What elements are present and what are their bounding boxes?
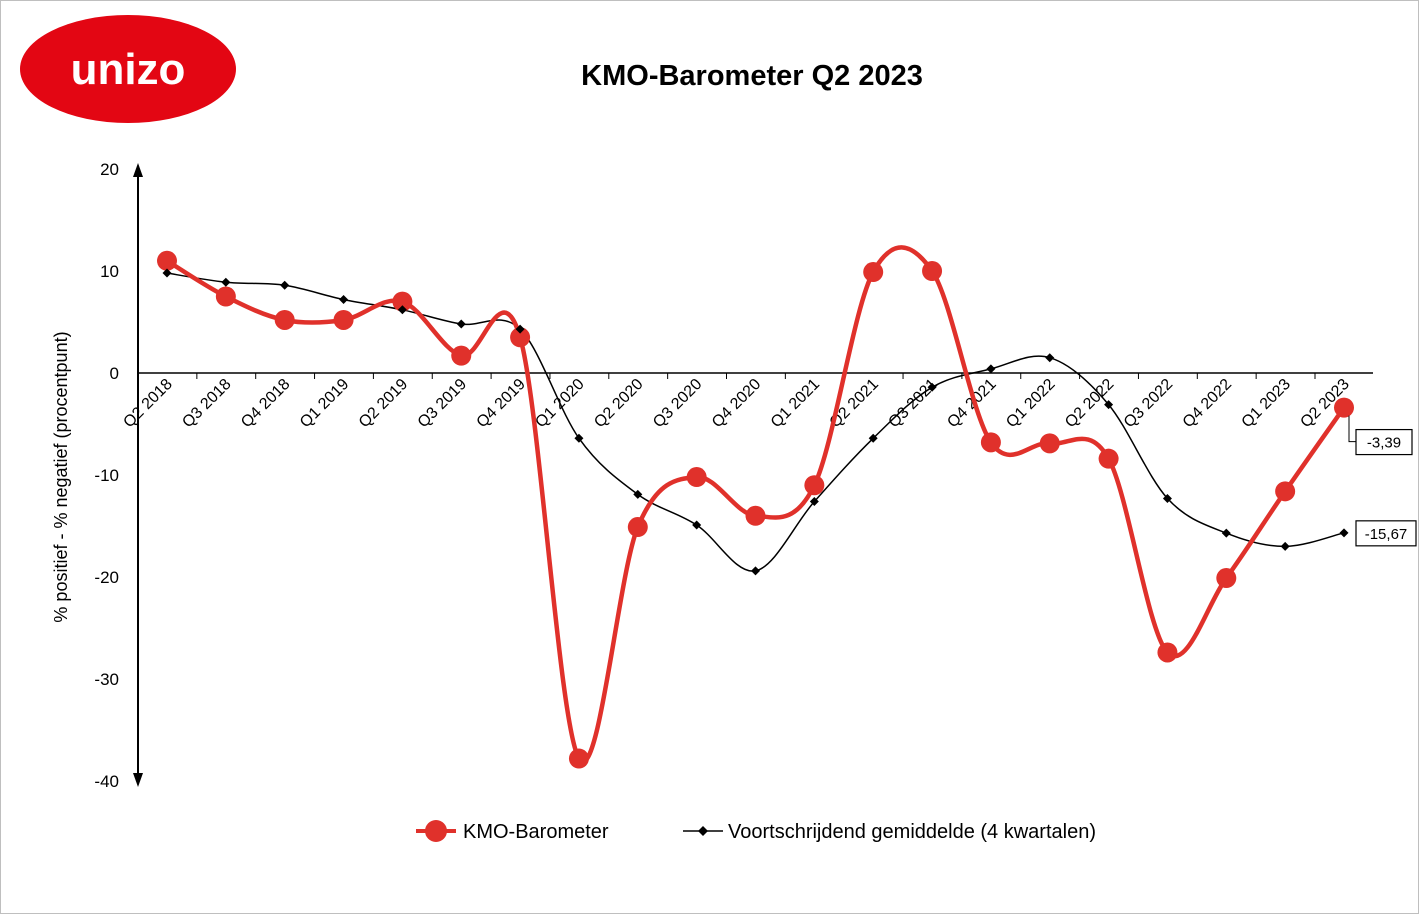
x-tick-label: Q2 2019 bbox=[356, 376, 411, 431]
point-moving-average bbox=[1221, 528, 1231, 538]
logo-ellipse bbox=[20, 15, 236, 123]
point-kmo-barometer bbox=[1275, 481, 1296, 502]
legend-marker-moving-average bbox=[698, 826, 708, 836]
point-moving-average bbox=[574, 433, 584, 443]
point-kmo-barometer bbox=[1334, 397, 1354, 418]
point-kmo-barometer bbox=[745, 505, 766, 526]
point-moving-average bbox=[515, 324, 525, 334]
point-kmo-barometer bbox=[804, 475, 825, 496]
x-tick-label: Q4 2018 bbox=[238, 376, 293, 431]
point-kmo-barometer bbox=[686, 467, 707, 488]
point-moving-average bbox=[162, 268, 172, 278]
point-kmo-barometer bbox=[568, 748, 589, 769]
point-moving-average bbox=[986, 364, 996, 374]
logo-text: unizo bbox=[71, 45, 186, 94]
x-tick-label: Q4 2019 bbox=[473, 376, 528, 431]
point-moving-average bbox=[339, 295, 349, 305]
point-moving-average bbox=[809, 497, 819, 507]
legend-item-kmo-barometer: KMO-Barometer bbox=[416, 820, 609, 843]
point-kmo-barometer bbox=[1039, 433, 1060, 454]
y-tick-labels: 20 10 0 -10 -20 -30 -40 bbox=[94, 160, 119, 791]
point-kmo-barometer bbox=[333, 309, 354, 330]
y-axis-label: % positief - % negatief (procentpunt) bbox=[51, 331, 71, 622]
point-kmo-barometer bbox=[215, 286, 236, 307]
axes bbox=[133, 163, 1373, 787]
end-label-kmo: -3,39 bbox=[1367, 435, 1401, 452]
point-moving-average bbox=[1162, 493, 1172, 503]
leader-line-kmo bbox=[1348, 415, 1356, 443]
x-tick-label: Q3 2022 bbox=[1121, 376, 1176, 431]
x-tick-labels: Q2 2018 Q3 2018 Q4 2018 Q1 2019 Q2 2019 Q3 20… bbox=[120, 376, 1352, 431]
point-moving-average bbox=[1045, 353, 1055, 363]
series-group bbox=[157, 245, 1354, 769]
point-moving-average bbox=[1339, 528, 1349, 538]
point-moving-average bbox=[1280, 541, 1290, 551]
end-label-moving-average: -15,67 bbox=[1365, 526, 1408, 543]
point-moving-average bbox=[456, 319, 466, 329]
y-tick-label: -30 bbox=[94, 670, 119, 689]
y-tick-label: 20 bbox=[100, 160, 119, 179]
point-moving-average bbox=[927, 382, 937, 392]
point-kmo-barometer bbox=[274, 309, 295, 330]
point-kmo-barometer bbox=[1098, 448, 1119, 469]
point-moving-average bbox=[397, 305, 407, 315]
point-kmo-barometer bbox=[1216, 568, 1237, 589]
x-tick-label: Q3 2018 bbox=[179, 376, 234, 431]
point-moving-average bbox=[1104, 400, 1114, 410]
legend-marker-kmo-barometer bbox=[425, 820, 447, 842]
point-kmo-barometer bbox=[627, 517, 648, 538]
point-kmo-barometer bbox=[863, 262, 884, 283]
point-moving-average bbox=[280, 280, 290, 290]
legend: KMO-Barometer Voortschrijdend gemiddelde… bbox=[416, 820, 1096, 843]
x-tick-label: Q4 2022 bbox=[1180, 376, 1235, 431]
x-tick-label: Q1 2022 bbox=[1003, 376, 1058, 431]
end-label-box-moving-average bbox=[1355, 520, 1417, 547]
point-kmo-barometer bbox=[451, 345, 472, 366]
point-moving-average bbox=[692, 520, 702, 530]
x-tick-label: Q1 2019 bbox=[297, 376, 352, 431]
x-tick-label: Q3 2020 bbox=[650, 376, 705, 431]
point-kmo-barometer bbox=[510, 327, 531, 348]
point-kmo-barometer bbox=[980, 432, 1001, 453]
point-moving-average bbox=[221, 277, 231, 287]
end-label-box-kmo bbox=[1355, 428, 1413, 456]
y-tick-label: -40 bbox=[94, 772, 119, 791]
y-tick-label: 0 bbox=[110, 364, 119, 383]
legend-label-kmo-barometer: KMO-Barometer bbox=[463, 821, 609, 843]
legend-label-moving-average: Voortschrijdend gemiddelde (4 kwartalen) bbox=[728, 821, 1096, 843]
y-tick-label: -20 bbox=[94, 568, 119, 587]
end-labels: -3,39 -15,67 bbox=[1348, 415, 1417, 547]
x-tick-label: Q2 2020 bbox=[591, 376, 646, 431]
chart-title: KMO-Barometer Q2 2023 bbox=[581, 60, 923, 92]
unizo-logo: unizo bbox=[20, 15, 236, 123]
y-axis-arrow-bottom bbox=[133, 773, 143, 787]
y-tick-label: 10 bbox=[100, 262, 119, 281]
point-moving-average bbox=[868, 433, 878, 443]
y-axis-arrow-top bbox=[133, 163, 143, 177]
point-moving-average bbox=[751, 566, 760, 576]
x-tick-label: Q1 2023 bbox=[1239, 376, 1294, 431]
legend-item-moving-average: Voortschrijdend gemiddelde (4 kwartalen) bbox=[683, 821, 1096, 843]
point-kmo-barometer bbox=[392, 291, 413, 312]
y-tick-label: -10 bbox=[94, 466, 119, 485]
point-kmo-barometer bbox=[1157, 642, 1178, 663]
x-tick-label: Q4 2021 bbox=[944, 376, 999, 431]
x-tick-label: Q4 2020 bbox=[709, 376, 764, 431]
x-tick-label: Q1 2021 bbox=[768, 376, 823, 431]
point-moving-average bbox=[633, 489, 643, 499]
point-kmo-barometer bbox=[157, 250, 177, 271]
point-kmo-barometer bbox=[922, 261, 943, 281]
x-tick-label: Q3 2019 bbox=[415, 376, 470, 431]
x-tick-label: Q2 2018 bbox=[120, 376, 175, 431]
